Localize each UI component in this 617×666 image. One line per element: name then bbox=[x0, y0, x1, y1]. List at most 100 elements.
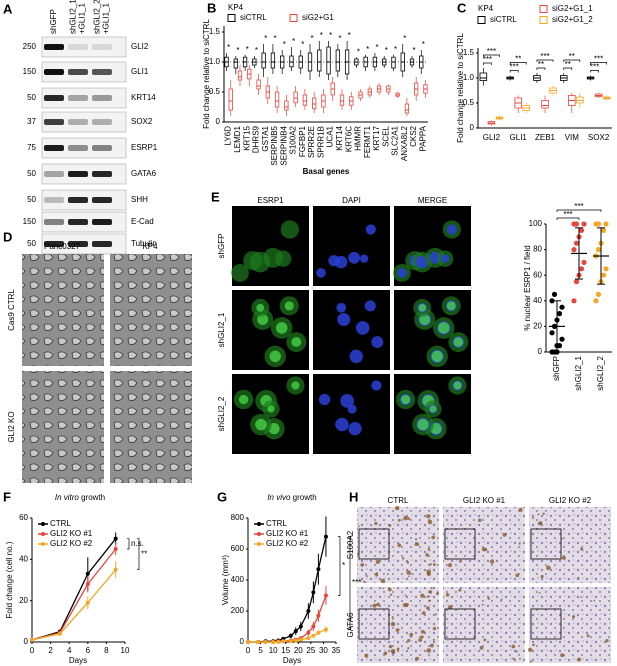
legend-label: GLI2 KO #2 bbox=[266, 539, 309, 548]
row-label: shGLI2_1 bbox=[217, 312, 226, 347]
sig-label: ** bbox=[565, 60, 571, 69]
series-line bbox=[31, 569, 117, 641]
ihc-inset bbox=[444, 608, 476, 640]
sig-label: ** bbox=[515, 55, 521, 64]
ihc-stain bbox=[540, 574, 544, 579]
series-line bbox=[31, 548, 117, 641]
blot-band bbox=[92, 171, 112, 177]
point bbox=[316, 567, 321, 572]
legend-marker bbox=[257, 522, 261, 526]
row-label: GLI2 KO bbox=[7, 411, 16, 442]
lane-label: +GLI1_1 bbox=[102, 3, 111, 34]
ihc-stain bbox=[387, 587, 392, 592]
y-axis-label: Fold change relative to siCTRL bbox=[456, 33, 465, 143]
panel-label: D bbox=[3, 229, 12, 244]
ihc-stain bbox=[409, 632, 414, 637]
mw-marker: 150 bbox=[23, 217, 37, 226]
sig-label: * bbox=[236, 46, 239, 55]
point bbox=[549, 298, 555, 304]
ihc-stain bbox=[519, 657, 521, 660]
y-tick-label: 800 bbox=[231, 513, 245, 522]
sig-bracket bbox=[483, 62, 492, 65]
point bbox=[298, 624, 303, 629]
ihc-stain bbox=[391, 616, 394, 619]
point bbox=[323, 593, 328, 598]
column-label: GLI2 KO #1 bbox=[463, 496, 506, 505]
ihc-stain bbox=[515, 573, 520, 578]
y-tick-label: 60 bbox=[19, 513, 28, 522]
panel-label: E bbox=[211, 189, 220, 204]
ihc-stain bbox=[391, 650, 396, 655]
ihc-stain bbox=[375, 572, 379, 575]
x-tick-label: UCA1 bbox=[326, 125, 335, 147]
x-tick-label: S100A2 bbox=[289, 125, 298, 154]
blot-band bbox=[68, 145, 88, 151]
sig-label: * bbox=[329, 31, 332, 40]
y-tick-label: 20 bbox=[19, 596, 28, 605]
point bbox=[57, 631, 62, 636]
ihc-stain bbox=[458, 588, 462, 592]
if-nucleus bbox=[371, 380, 382, 391]
if-nucleus bbox=[335, 417, 349, 432]
blot-band bbox=[92, 197, 112, 203]
y-tick-label: 40 bbox=[19, 554, 28, 563]
point bbox=[581, 259, 587, 265]
if-nuclear-signal bbox=[256, 303, 265, 312]
y-tick-label: 600 bbox=[231, 544, 245, 553]
legend-marker bbox=[257, 542, 261, 546]
sig-bracket bbox=[556, 217, 580, 220]
sig-label: * bbox=[283, 40, 286, 49]
column-label: KP4 bbox=[142, 242, 158, 251]
ihc-stain bbox=[363, 580, 366, 583]
x-tick-label: SOX2 bbox=[588, 133, 610, 142]
blot-strip bbox=[41, 137, 127, 159]
ihc-stain bbox=[489, 559, 495, 564]
ihc-stain bbox=[418, 638, 423, 642]
ihc-stain bbox=[445, 593, 450, 597]
ihc-inset bbox=[358, 608, 390, 640]
if-nucleus bbox=[336, 302, 347, 313]
sig-bracket bbox=[536, 67, 546, 70]
point bbox=[578, 266, 585, 272]
phase-image bbox=[22, 371, 104, 483]
y-tick-label: 20 bbox=[533, 322, 542, 331]
legend-swatch bbox=[477, 16, 486, 24]
box bbox=[237, 70, 243, 81]
ihc-stain bbox=[389, 593, 393, 596]
point bbox=[113, 567, 118, 572]
chart-title: KP4 bbox=[478, 4, 494, 13]
blot-band bbox=[68, 219, 88, 225]
sig-bracket bbox=[590, 70, 599, 73]
if-nucleus bbox=[365, 224, 376, 235]
blot-strip bbox=[41, 36, 127, 58]
point bbox=[603, 221, 609, 227]
sig-label: * bbox=[348, 31, 351, 40]
blot-band bbox=[92, 95, 112, 101]
protein-label: E-Cad bbox=[131, 217, 154, 226]
ihc-stain bbox=[407, 646, 410, 650]
box bbox=[479, 72, 488, 81]
sig-label: * bbox=[292, 37, 295, 46]
point bbox=[573, 240, 580, 246]
ihc-stain bbox=[426, 514, 431, 519]
panel-label: G bbox=[217, 489, 227, 504]
if-nucleus bbox=[340, 394, 354, 408]
x-tick-label: shGLI2_2 bbox=[596, 355, 605, 390]
if-nucleus bbox=[415, 255, 429, 269]
blot-band bbox=[68, 44, 88, 50]
legend-marker bbox=[41, 542, 45, 546]
ihc-stain bbox=[432, 563, 436, 567]
legend-label: siG2+G1_1 bbox=[552, 4, 593, 13]
ihc-stain bbox=[512, 657, 515, 661]
x-tick-label: VIM bbox=[565, 133, 580, 142]
ihc-stain bbox=[388, 523, 392, 527]
blot-band bbox=[44, 119, 64, 125]
ihc-stain bbox=[586, 634, 590, 638]
ihc-stain bbox=[415, 656, 420, 661]
ihc-stain bbox=[420, 593, 425, 598]
y-tick-label: 0 bbox=[470, 123, 475, 132]
point bbox=[573, 279, 580, 285]
x-tick-label: PAPPA bbox=[418, 125, 427, 151]
y-tick-label: 1.5 bbox=[463, 48, 475, 57]
box bbox=[335, 49, 340, 72]
